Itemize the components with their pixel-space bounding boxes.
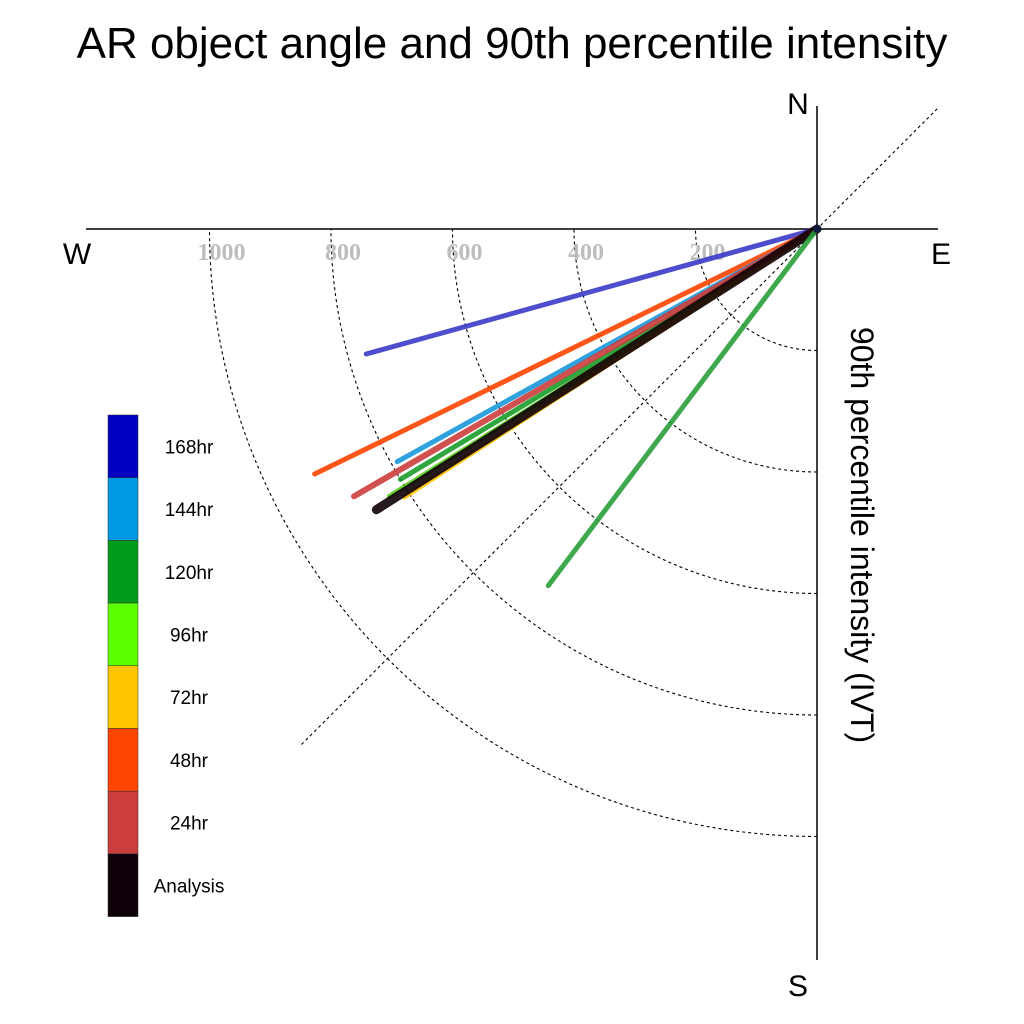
- legend-swatch-analysis: [107, 853, 139, 917]
- grid-arc-200: [694, 228, 818, 352]
- legend-swatch-48hr: [107, 728, 139, 792]
- legend-label-168hr: 168hr: [165, 437, 214, 458]
- grid-arc-1000: [208, 228, 818, 838]
- compass-n: N: [787, 88, 809, 121]
- compass-w: W: [63, 238, 92, 271]
- legend-label-24hr: 24hr: [170, 814, 209, 835]
- grid-diagonal-sw: [301, 228, 818, 745]
- grid-arc-800: [330, 228, 818, 716]
- legend-swatch-72hr: [107, 665, 139, 729]
- legend-label-48hr: 48hr: [170, 751, 209, 772]
- grid-diagonal-ne: [816, 108, 938, 230]
- vector-analysis-7: [371, 224, 822, 515]
- legend-swatch-168hr: [107, 414, 139, 478]
- vector-120hr-8: [545, 226, 820, 589]
- grid-arc-400: [573, 228, 818, 473]
- radial-axis-label: 90th percentile intensity (IVT): [844, 327, 880, 743]
- legend: 168hr 144hr 120hr 96hr 72hr 48hr 24hr Analysis: [107, 414, 225, 917]
- grid-arc-600: [451, 228, 818, 595]
- legend-label-72hr: 72hr: [170, 688, 209, 709]
- tick-label-1000: 1000: [198, 240, 246, 266]
- tick-label-800: 800: [325, 240, 361, 266]
- legend-label-analysis: Analysis: [154, 876, 225, 897]
- tick-label-600: 600: [447, 240, 483, 266]
- legend-swatch-24hr: [107, 790, 139, 855]
- legend-swatch-96hr: [107, 602, 139, 667]
- origin-marker: [813, 225, 821, 233]
- vector-48hr-1: [312, 226, 820, 477]
- legend-label-120hr: 120hr: [165, 563, 214, 584]
- tick-label-400: 400: [568, 240, 604, 266]
- legend-label-96hr: 96hr: [170, 625, 209, 646]
- chart-title: AR object angle and 90th percentile inte…: [77, 19, 948, 68]
- legend-swatch-144hr: [107, 477, 139, 541]
- compass-s: S: [788, 970, 808, 1003]
- grid: [208, 108, 938, 838]
- vector-168hr-0: [363, 226, 820, 357]
- compass-e: E: [931, 238, 951, 271]
- vectors: [312, 224, 822, 589]
- legend-label-144hr: 144hr: [165, 500, 214, 521]
- legend-swatch-120hr: [107, 540, 139, 604]
